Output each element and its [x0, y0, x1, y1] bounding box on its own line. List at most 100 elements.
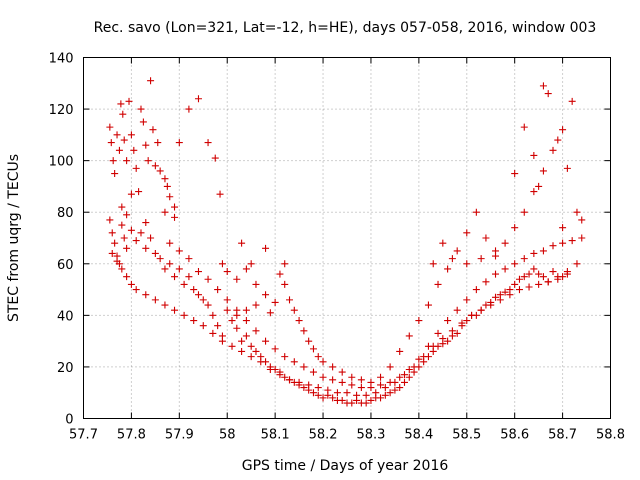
x-tick-label: 58.1	[261, 428, 290, 443]
data-point	[238, 337, 246, 345]
data-point	[333, 389, 341, 397]
data-point	[535, 182, 543, 190]
x-tick-label: 58.7	[548, 428, 577, 443]
data-point	[127, 226, 135, 234]
data-point	[242, 317, 250, 325]
data-point	[434, 280, 442, 288]
data-point	[444, 265, 452, 273]
data-point	[151, 249, 159, 257]
data-point	[511, 280, 519, 288]
data-point	[194, 95, 202, 103]
data-point	[463, 296, 471, 304]
data-point	[515, 275, 523, 283]
data-point	[204, 139, 212, 147]
data-point	[142, 244, 150, 252]
data-point	[348, 373, 356, 381]
data-point	[544, 90, 552, 98]
data-point	[506, 291, 514, 299]
data-point	[492, 293, 500, 301]
data-point	[252, 347, 260, 355]
data-point	[228, 342, 236, 350]
data-point	[539, 273, 547, 281]
data-point	[468, 311, 476, 319]
data-point	[106, 123, 114, 131]
data-point	[166, 193, 174, 201]
data-point	[544, 278, 552, 286]
data-point	[381, 384, 389, 392]
data-point	[429, 260, 437, 268]
data-point	[300, 363, 308, 371]
data-point	[357, 376, 365, 384]
data-point	[549, 146, 557, 154]
data-point	[530, 265, 538, 273]
x-axis-label: GPS time / Days of year 2016	[242, 458, 449, 474]
data-point	[511, 170, 519, 178]
data-point	[463, 317, 471, 325]
data-point	[252, 280, 260, 288]
data-point	[396, 347, 404, 355]
data-point	[199, 296, 207, 304]
data-point	[247, 342, 255, 350]
data-point	[377, 381, 385, 389]
data-point	[161, 175, 169, 183]
data-point	[180, 311, 188, 319]
data-point	[137, 105, 145, 113]
data-point	[266, 309, 274, 317]
data-point	[405, 373, 413, 381]
data-point	[204, 301, 212, 309]
data-point	[120, 234, 128, 242]
data-point	[515, 286, 523, 294]
data-point	[175, 265, 183, 273]
data-point	[185, 105, 193, 113]
data-point	[367, 396, 375, 404]
data-point	[171, 306, 179, 314]
data-point	[458, 319, 466, 327]
data-point	[190, 317, 198, 325]
data-point	[492, 270, 500, 278]
x-tick-label: 58.3	[356, 428, 385, 443]
data-point	[309, 368, 317, 376]
data-point	[262, 337, 270, 345]
data-point	[132, 286, 140, 294]
data-point	[290, 358, 298, 366]
data-point	[319, 358, 327, 366]
data-point	[123, 211, 131, 219]
data-point	[266, 366, 274, 374]
data-point	[348, 399, 356, 407]
data-point	[109, 157, 117, 165]
data-point	[549, 268, 557, 276]
data-point	[477, 306, 485, 314]
data-point	[281, 373, 289, 381]
data-point	[290, 306, 298, 314]
data-point	[147, 77, 155, 85]
data-point	[120, 136, 128, 144]
data-point	[108, 229, 116, 237]
data-point	[314, 384, 322, 392]
data-point	[372, 389, 380, 397]
data-point	[233, 275, 241, 283]
data-point	[362, 391, 370, 399]
data-point	[156, 167, 164, 175]
data-point	[539, 82, 547, 90]
data-point	[305, 381, 313, 389]
grid-lines	[83, 57, 611, 419]
data-point	[247, 260, 255, 268]
data-point	[171, 203, 179, 211]
data-point	[381, 391, 389, 399]
data-point	[525, 283, 533, 291]
data-points	[106, 77, 586, 407]
data-point	[271, 298, 279, 306]
data-point	[535, 270, 543, 278]
data-point	[113, 257, 121, 265]
data-point	[420, 353, 428, 361]
data-point	[386, 378, 394, 386]
data-point	[309, 345, 317, 353]
data-point	[377, 373, 385, 381]
data-point	[448, 255, 456, 263]
data-point	[127, 190, 135, 198]
data-point	[214, 322, 222, 330]
data-point	[199, 322, 207, 330]
y-tick-label: 120	[49, 103, 74, 118]
data-point	[286, 376, 294, 384]
data-point	[166, 239, 174, 247]
